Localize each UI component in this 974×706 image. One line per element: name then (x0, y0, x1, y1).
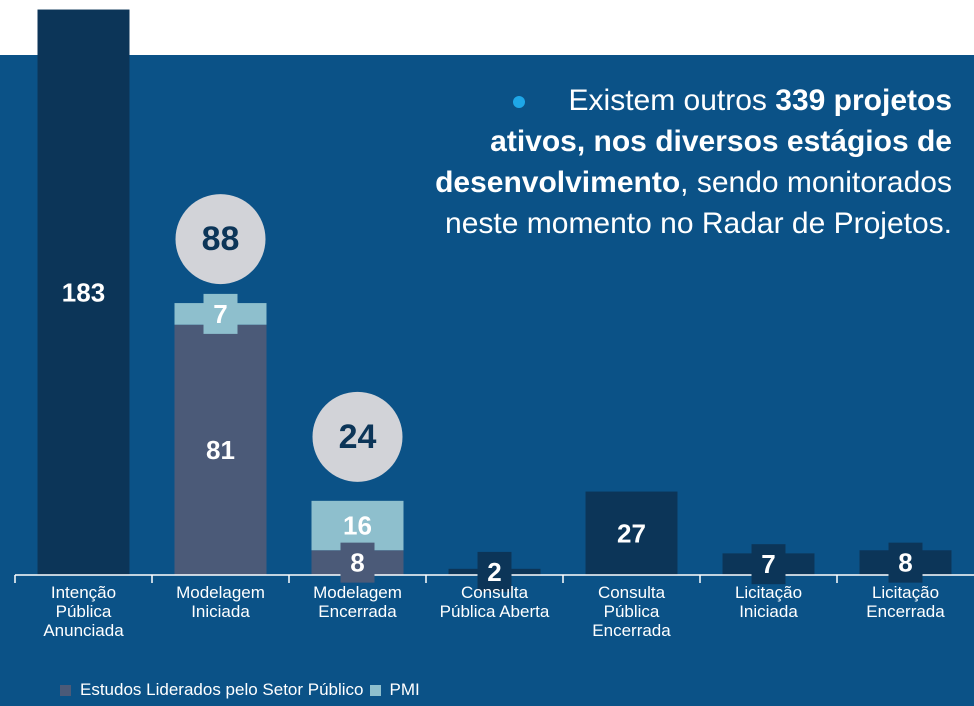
annotation-text: 339 projetos ativos, nos diversos estági… (435, 84, 952, 199)
annotation: Existem outros 339 projetos ativos, nos … (432, 80, 952, 244)
label-box (751, 544, 786, 585)
value-label: 81 (206, 435, 235, 465)
label-box (888, 542, 923, 583)
value-label: 16 (343, 511, 372, 541)
annotation-text: Existem outros (568, 84, 776, 117)
x-tick-label: Modelagem Encerrada (313, 583, 402, 621)
value-label: 183 (62, 277, 105, 307)
annotation-text: , sendo monitorados neste momento no Rad… (445, 166, 952, 240)
total-bubble (175, 194, 266, 285)
value-label: 7 (213, 299, 227, 329)
legend-swatch (369, 684, 381, 696)
bar-segment (311, 500, 404, 551)
x-tick-label: Consulta Pública Aberta (439, 583, 550, 621)
x-tick-label: Intenção Pública Anunciada (43, 583, 124, 640)
bar-segment (585, 491, 678, 575)
x-tick-label: Consulta Pública Encerrada (592, 583, 671, 640)
value-label: 2 (487, 557, 501, 587)
bar-segment (37, 9, 130, 575)
total-bubble (312, 391, 403, 482)
x-tick-label: Licitação Iniciada (734, 583, 803, 621)
legend-label: Estudos Liderados pelo Setor Público (80, 680, 364, 699)
x-tick-label: Modelagem Iniciada (176, 583, 265, 621)
total-label: 88 (202, 220, 240, 258)
bar-segment (174, 324, 267, 575)
label-box (340, 542, 375, 583)
x-tick-label: Licitação Encerrada (866, 583, 945, 621)
legend-label: PMI (389, 680, 420, 699)
value-label: 8 (350, 548, 364, 578)
legend: Estudos Liderados pelo Setor Público PMI (60, 680, 420, 700)
value-label: 7 (761, 549, 775, 579)
total-label: 24 (339, 418, 377, 456)
legend-swatch (60, 684, 71, 696)
label-box (203, 293, 238, 334)
label-box (477, 551, 512, 592)
value-label: 8 (898, 548, 912, 578)
value-label: 27 (617, 518, 646, 548)
